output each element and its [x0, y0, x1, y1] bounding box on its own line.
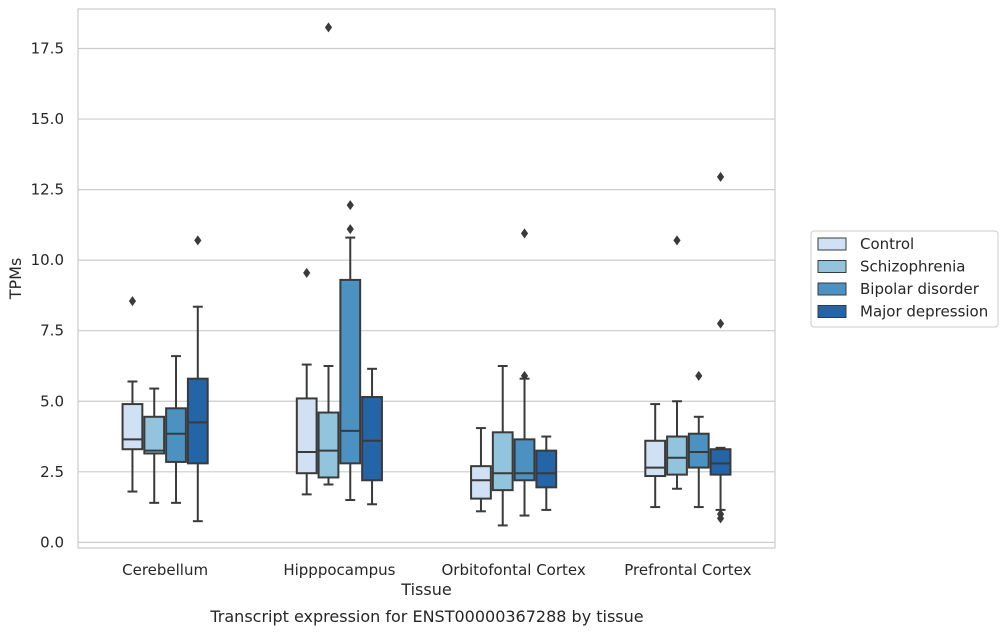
- y-tick-label: 7.5: [40, 322, 64, 340]
- outlier-point: [194, 235, 202, 246]
- outlier-point: [128, 296, 137, 307]
- y-tick-label: 0.0: [40, 533, 64, 551]
- chart-caption: Transcript expression for ENST0000036728…: [209, 607, 643, 626]
- box-body: [339, 278, 362, 465]
- legend: Control Schizophrenia Bipolar disorder Majo…: [810, 230, 999, 328]
- box-body: [491, 431, 514, 492]
- legend-frame: [810, 230, 999, 328]
- legend-label: Schizophrenia: [860, 258, 965, 276]
- outlier-point: [324, 22, 333, 33]
- x-tick-label: Hipppocampus: [283, 561, 395, 579]
- legend-swatch: [817, 260, 847, 273]
- box: [143, 387, 166, 504]
- box-body: [687, 432, 710, 469]
- box: [317, 22, 340, 486]
- x-tick-labels: Cerebellum Hipppocampus Orbitofontal Corte…: [122, 561, 751, 579]
- box-body: [295, 397, 318, 475]
- box-body: [361, 396, 383, 482]
- box: [470, 427, 492, 513]
- box-body: [143, 415, 166, 455]
- box: [491, 364, 514, 527]
- box-body: [317, 411, 340, 479]
- x-tick-label: Cerebellum: [122, 561, 208, 579]
- box: [361, 367, 383, 506]
- legend-swatch: [817, 237, 847, 251]
- box-body: [535, 449, 558, 489]
- x-tick-label: Prefrontal Cortex: [624, 561, 751, 579]
- box: [295, 267, 318, 496]
- outlier-point: [695, 370, 703, 381]
- outlier-point: [520, 370, 529, 381]
- x-axis-label: Tissue: [400, 580, 451, 599]
- box-groups: [121, 22, 732, 527]
- outlier-point: [520, 228, 529, 239]
- box: [339, 200, 362, 502]
- y-tick-label: 17.5: [31, 40, 64, 58]
- y-tick-label: 15.0: [31, 110, 64, 128]
- outlier-point: [346, 200, 354, 211]
- legend-label: Control: [860, 235, 914, 253]
- outlier-point: [716, 513, 725, 524]
- outlier-point: [716, 318, 725, 329]
- box: [186, 235, 209, 523]
- box-body: [709, 448, 732, 476]
- box-body: [186, 377, 209, 465]
- box: [709, 171, 732, 524]
- box: [644, 403, 667, 509]
- y-tick-label: 12.5: [31, 181, 64, 199]
- legend-swatch: [817, 305, 847, 318]
- box-body: [121, 403, 144, 451]
- legend-swatch: [817, 282, 847, 296]
- y-tick-labels: 0.0 2.5 5.0 7.5 10.0 12.5 15.0 17.5: [31, 40, 64, 552]
- x-tick-label: Orbitofontal Cortex: [442, 561, 586, 579]
- outlier-point: [673, 235, 681, 246]
- outlier-point: [716, 171, 725, 182]
- legend-label: Major depression: [860, 303, 988, 321]
- box-body: [513, 438, 536, 482]
- y-tick-label: 2.5: [40, 463, 64, 481]
- box-body: [644, 439, 667, 478]
- y-axis-label: TPMs: [6, 258, 25, 301]
- box: [165, 355, 187, 504]
- box: [535, 435, 558, 511]
- box-body: [470, 465, 492, 500]
- y-tick-label: 10.0: [31, 251, 64, 269]
- box: [513, 228, 536, 517]
- outlier-point: [303, 267, 311, 278]
- plot-area-frame: [77, 8, 776, 549]
- box: [666, 235, 688, 490]
- box-body: [666, 435, 688, 476]
- legend-label: Bipolar disorder: [860, 280, 980, 298]
- box: [121, 296, 144, 493]
- box-body: [165, 407, 187, 463]
- box: [687, 370, 710, 509]
- y-tick-label: 5.0: [40, 392, 64, 410]
- outlier-point: [346, 224, 354, 235]
